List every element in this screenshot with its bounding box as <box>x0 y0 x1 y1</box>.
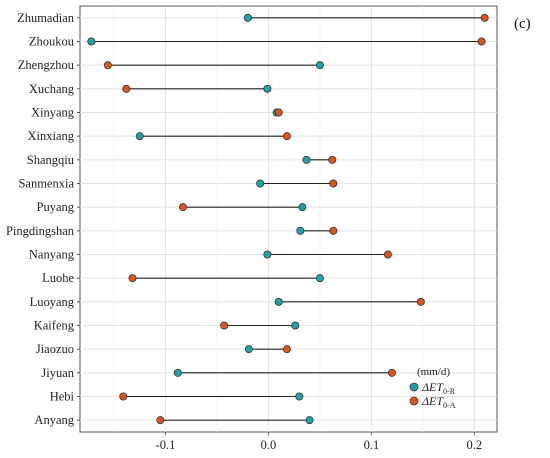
legend-title: (mm/d) <box>417 366 450 378</box>
point-r-nanyang <box>263 250 272 259</box>
category-label-xinyang: Xinyang <box>31 106 75 120</box>
point-r-xuchang <box>263 84 272 93</box>
x-tick-label: 0.2 <box>467 438 483 452</box>
legend-label-a: ΔET0-A <box>421 394 456 410</box>
point-r-kaifeng <box>291 321 300 330</box>
point-r-luohe <box>315 274 324 283</box>
category-label-jiyuan: Jiyuan <box>41 366 74 380</box>
point-a-zhumadian <box>480 13 489 22</box>
plot-panel <box>79 5 498 433</box>
point-a-hebi <box>119 392 128 401</box>
category-label-kaifeng: Kaifeng <box>34 319 75 333</box>
point-a-luohe <box>128 274 137 283</box>
category-label-xinxiang: Xinxiang <box>27 129 74 143</box>
point-a-luoyang <box>416 297 425 306</box>
point-a-xinxiang <box>282 132 291 141</box>
legend-label-r-main: ΔET <box>421 380 444 394</box>
x-tick-label: -0.1 <box>156 438 176 452</box>
category-label-jiaozuo: Jiaozuo <box>36 342 74 356</box>
dumbbell-segments <box>91 17 485 421</box>
point-a-jiyuan <box>387 368 396 377</box>
x-tick-label: 0.0 <box>261 438 277 452</box>
point-a-nanyang <box>383 250 392 259</box>
point-a-pingdingshan <box>329 226 338 235</box>
category-label-nanyang: Nanyang <box>29 248 75 262</box>
point-r-xinxiang <box>135 132 144 141</box>
legend-label-a-sub: 0-A <box>443 401 456 410</box>
point-r-shangqiu <box>302 155 311 164</box>
point-r-pingdingshan <box>296 226 305 235</box>
point-a-zhoukou <box>477 37 486 46</box>
category-label-xuchang: Xuchang <box>29 82 75 96</box>
panel-label: (c) <box>514 16 531 32</box>
legend: (mm/d) ΔET0-R ΔET0-A <box>409 366 456 410</box>
point-r-luoyang <box>274 297 283 306</box>
category-label-anyang: Anyang <box>34 413 74 427</box>
category-label-zhengzhou: Zhengzhou <box>18 58 75 72</box>
point-r-zhengzhou <box>315 61 324 70</box>
point-r-hebi <box>295 392 304 401</box>
point-r-puyang <box>298 203 307 212</box>
point-r-zhumadian <box>243 13 252 22</box>
point-a-jiaozuo <box>282 345 291 354</box>
point-r-zhoukou <box>87 37 96 46</box>
x-axis-ticks: -0.1 0.0 0.1 0.2 <box>156 432 483 452</box>
point-a-puyang <box>178 203 187 212</box>
point-a-xuchang <box>122 84 131 93</box>
category-label-hebi: Hebi <box>50 390 75 404</box>
legend-label-a-main: ΔET <box>421 394 444 408</box>
point-a-xinyang <box>274 108 283 117</box>
category-label-shangqiu: Shangqiu <box>27 153 75 167</box>
x-tick-label: 0.1 <box>364 438 380 452</box>
category-label-luoyang: Luoyang <box>30 295 75 309</box>
category-label-puyang: Puyang <box>37 200 75 214</box>
legend-label-r-sub: 0-R <box>443 387 456 396</box>
category-label-zhumadian: Zhumadian <box>17 11 75 25</box>
point-a-shangqiu <box>328 155 337 164</box>
point-a-kaifeng <box>220 321 229 330</box>
point-a-zhengzhou <box>103 61 112 70</box>
category-label-sanmenxia: Sanmenxia <box>18 177 74 191</box>
point-r-anyang <box>305 416 314 425</box>
legend-marker-r <box>409 382 419 392</box>
point-a-sanmenxia <box>329 179 338 188</box>
category-label-zhoukou: Zhoukou <box>29 35 75 49</box>
legend-marker-a <box>409 396 419 406</box>
category-label-pingdingshan: Pingdingshan <box>6 224 75 238</box>
category-label-luohe: Luohe <box>42 271 74 285</box>
legend-label-r: ΔET0-R <box>421 380 456 396</box>
data-points <box>87 13 489 425</box>
point-r-sanmenxia <box>256 179 265 188</box>
point-r-jiyuan <box>173 368 182 377</box>
point-a-anyang <box>156 416 165 425</box>
y-axis-labels: Zhumadian Zhoukou Zhengzhou Xuchang Xinyang X… <box>6 11 80 427</box>
point-r-jiaozuo <box>244 345 253 354</box>
